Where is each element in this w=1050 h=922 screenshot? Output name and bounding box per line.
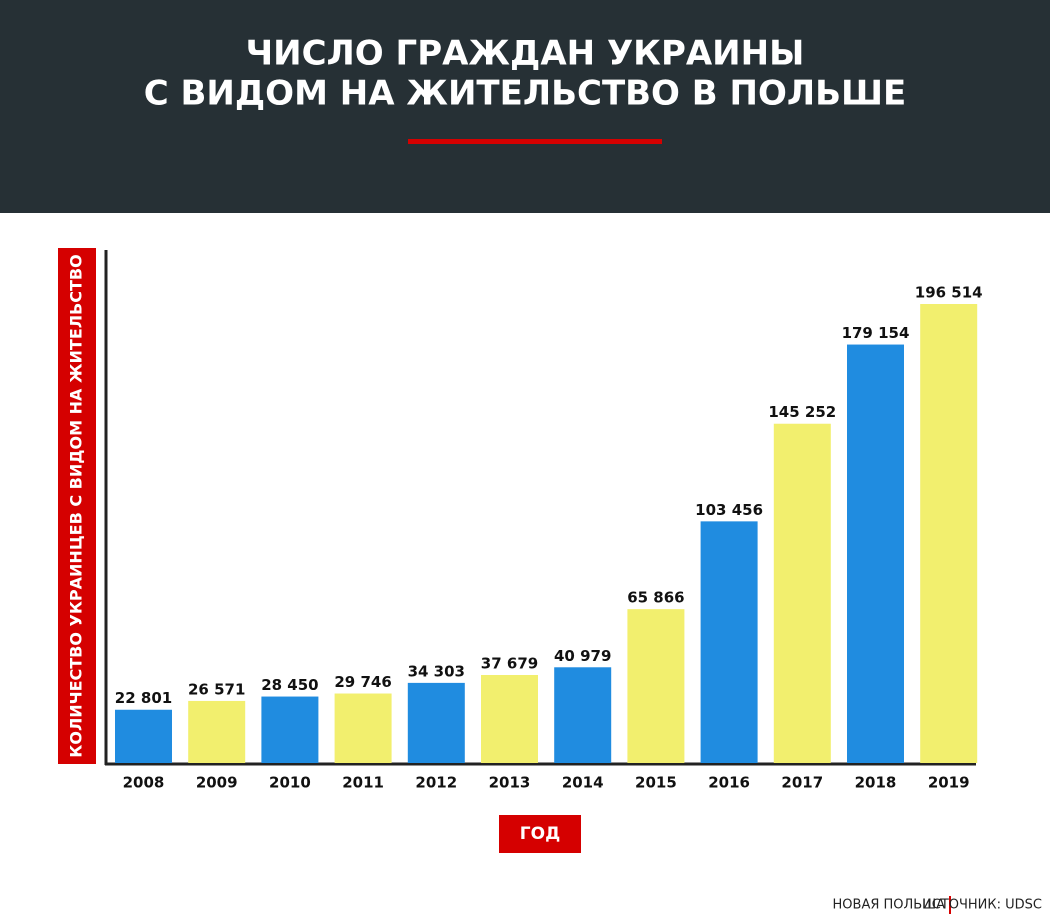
footer-source: ИСТОЧНИК: UDSC <box>922 898 1042 913</box>
bar <box>700 521 758 763</box>
bar <box>920 304 978 763</box>
chart-title: ЧИСЛО ГРАЖДАН УКРАИНЫ <box>246 34 805 74</box>
x-tick-label: 2014 <box>562 774 604 792</box>
value-label: 103 456 <box>695 501 763 519</box>
footer-publisher: НОВАЯ ПОЛЬША <box>833 898 946 913</box>
value-label: 34 303 <box>408 662 465 680</box>
x-tick-label: 2013 <box>489 774 531 792</box>
value-label: 28 450 <box>261 676 318 694</box>
y-label-box <box>58 248 96 764</box>
x-tick-label: 2008 <box>123 774 165 792</box>
value-label: 22 801 <box>115 689 172 707</box>
bar <box>188 700 246 763</box>
x-axis-label: ГОД <box>520 824 560 844</box>
x-tick-label: 2017 <box>781 774 823 792</box>
bar <box>773 423 831 763</box>
bar <box>334 693 392 763</box>
value-label: 37 679 <box>481 654 538 672</box>
bar <box>261 696 319 763</box>
header-band <box>0 0 1050 213</box>
bar <box>847 344 904 763</box>
bar <box>481 674 538 763</box>
x-tick-label: 2019 <box>928 774 970 792</box>
value-label: 65 866 <box>627 589 684 607</box>
chart-title: С ВИДОМ НА ЖИТЕЛЬСТВО В ПОЛЬШЕ <box>144 74 907 114</box>
x-label-box <box>499 815 581 853</box>
x-tick-label: 2010 <box>269 774 311 792</box>
x-tick-label: 2012 <box>415 774 457 792</box>
value-label: 196 514 <box>915 284 983 302</box>
x-tick-label: 2016 <box>708 774 750 792</box>
bar <box>554 667 612 763</box>
bar <box>627 609 685 763</box>
title-underline <box>408 139 662 144</box>
bar <box>115 709 172 763</box>
x-tick-label: 2011 <box>342 774 384 792</box>
value-label: 29 746 <box>334 673 391 691</box>
x-tick-label: 2015 <box>635 774 677 792</box>
value-label: 179 154 <box>842 324 910 342</box>
y-axis-label: КОЛИЧЕСТВО УКРАИНЦЕВ С ВИДОМ НА ЖИТЕЛЬСТ… <box>67 254 86 757</box>
value-label: 40 979 <box>554 647 611 665</box>
x-tick-label: 2009 <box>196 774 238 792</box>
bar <box>407 682 465 763</box>
value-label: 145 252 <box>768 403 836 421</box>
value-label: 26 571 <box>188 680 245 698</box>
x-tick-label: 2018 <box>855 774 897 792</box>
